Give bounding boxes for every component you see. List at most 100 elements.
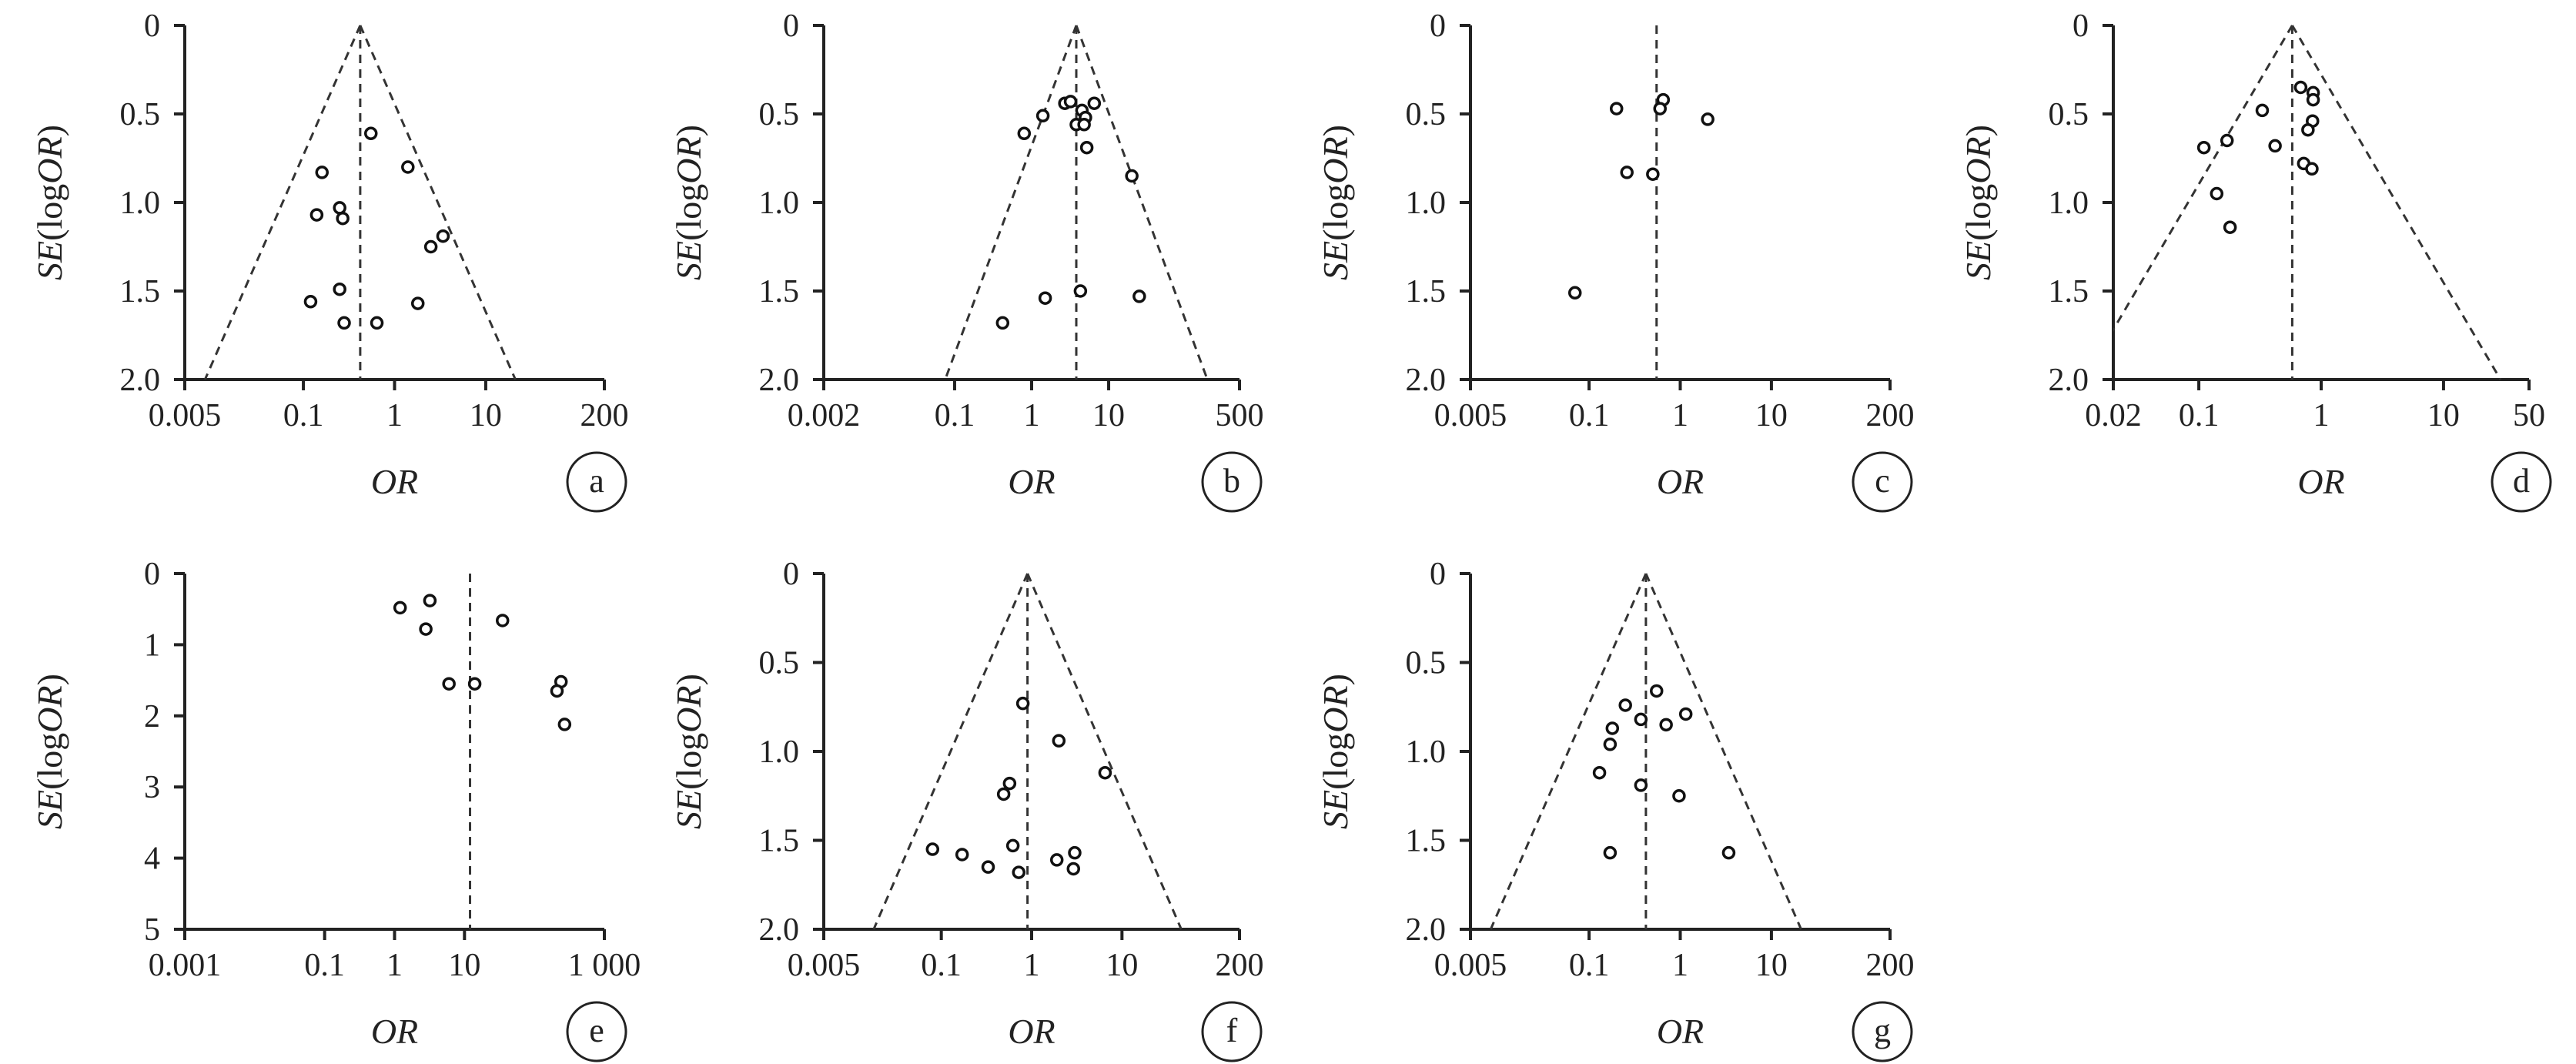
study-point — [333, 201, 346, 215]
study-point — [303, 295, 318, 309]
funnel-right-line — [1075, 25, 1209, 380]
study-point — [1087, 96, 1102, 110]
y-tick-label: 0 — [1430, 557, 1446, 592]
y-tick-label: 1.0 — [759, 186, 800, 221]
study-point — [1077, 118, 1091, 132]
funnel-plot-g: 0 0.5 1.0 1.5 2.00.005 0.1 1 10 200 SE(logOR) OR g — [1316, 557, 1915, 1062]
x-tick-label: 0.02 — [2085, 398, 2142, 433]
y-tick-label: 0.5 — [1406, 646, 1447, 681]
study-point — [925, 842, 940, 856]
x-tick-label: 0.001 — [149, 948, 222, 983]
funnel-left-line — [872, 573, 1029, 930]
study-point — [1132, 289, 1146, 303]
y-tick-label: 0.5 — [759, 97, 800, 132]
study-point — [1098, 765, 1112, 780]
panel-label-circle — [566, 451, 627, 513]
x-axis-label: OR — [1657, 462, 1704, 501]
x-tick-label: 0.1 — [1569, 398, 1610, 433]
x-tick-label: 200 — [1216, 948, 1264, 983]
x-axis-label: OR — [1657, 1012, 1704, 1051]
x-tick-label: 0.1 — [921, 948, 962, 983]
study-point — [1592, 765, 1607, 780]
funnel-left-line — [1489, 573, 1648, 930]
study-point — [1721, 845, 1736, 860]
panel-label: b — [1223, 462, 1240, 500]
study-point — [1063, 95, 1078, 109]
y-axis-label: SE(logOR) — [1316, 125, 1355, 280]
study-point — [423, 594, 437, 607]
funnel-right-line — [1644, 573, 1802, 930]
y-tick-label: 1.5 — [759, 824, 800, 859]
study-point — [996, 787, 1011, 801]
study-point — [315, 166, 329, 179]
study-point — [2305, 162, 2319, 176]
study-point — [1646, 167, 1660, 181]
x-tick-label: 0.005 — [149, 398, 222, 433]
study-point — [1634, 778, 1648, 792]
y-tick-label: 1.5 — [759, 274, 800, 309]
study-point — [393, 601, 407, 615]
y-tick-label: 1.5 — [120, 274, 161, 309]
x-tick-label: 10 — [1755, 398, 1788, 433]
study-point — [557, 718, 572, 731]
y-tick-label: 0.5 — [1406, 97, 1447, 132]
study-point — [1068, 845, 1082, 860]
y-tick-label: 1.0 — [1406, 186, 1447, 221]
x-tick-label: 500 — [1216, 398, 1264, 433]
study-point — [2210, 186, 2224, 201]
study-point — [1659, 718, 1673, 732]
y-axis-label: SE(logOR) — [1959, 125, 1998, 280]
study-point — [364, 126, 378, 141]
funnel-right-line — [2291, 25, 2502, 380]
x-axis-label: OR — [371, 1012, 418, 1051]
study-point — [2306, 92, 2320, 107]
x-tick-label: 10 — [448, 948, 480, 983]
study-point — [1653, 102, 1667, 115]
study-point — [2196, 140, 2211, 155]
funnel-plot-c: 0 0.5 1.0 1.5 2.00.005 0.1 1 10 200 SE(logOR) OR c — [1316, 8, 1915, 513]
study-point — [1620, 166, 1634, 179]
study-point — [410, 296, 425, 310]
x-tick-label: 10 — [1106, 948, 1138, 983]
y-tick-label: 0 — [783, 8, 799, 44]
study-point — [1079, 140, 1094, 155]
funnel-plot-b: 0 0.5 1.0 1.5 2.00.002 0.1 1 10 500 SE(logOR) OR b — [669, 8, 1264, 513]
study-point — [2220, 133, 2234, 148]
y-tick-label: 1.5 — [1406, 274, 1447, 309]
study-point — [1609, 102, 1624, 115]
x-tick-label: 0.005 — [788, 948, 861, 983]
x-tick-label: 1 — [2313, 398, 2330, 433]
panel-label-circle — [2491, 451, 2552, 513]
y-tick-label: 5 — [144, 912, 160, 948]
study-point — [309, 208, 324, 222]
x-tick-label: 0.005 — [1434, 948, 1507, 983]
y-tick-label: 1.0 — [1406, 734, 1447, 770]
x-tick-label: 200 — [1866, 948, 1915, 983]
study-point — [1012, 865, 1026, 879]
x-axis-label: OR — [1008, 1012, 1055, 1051]
y-axis-label: SE(logOR) — [30, 125, 69, 280]
study-point — [1015, 696, 1030, 711]
x-tick-label: 0.005 — [1434, 398, 1507, 433]
y-tick-label: 2.0 — [759, 363, 800, 398]
study-point — [1567, 286, 1582, 300]
x-tick-label: 200 — [1866, 398, 1915, 433]
panel-label: e — [589, 1012, 604, 1049]
x-tick-label: 0.1 — [1569, 948, 1610, 983]
funnel-plot-d: 0 0.5 1.0 1.5 2.00.02 0.1 1 10 50 SE(logOR) OR d — [1959, 8, 2552, 513]
funnel-plot-a: 0 0.5 1.0 1.5 2.00.005 0.1 1 10 200 SE(logOR) OR a — [30, 8, 629, 513]
x-tick-label: 1 — [386, 948, 403, 983]
study-point — [2268, 139, 2282, 153]
y-tick-label: 1.0 — [2049, 186, 2089, 221]
study-point — [370, 316, 384, 330]
study-point — [1603, 845, 1618, 860]
y-tick-label: 1.0 — [759, 734, 800, 770]
study-point — [333, 282, 346, 296]
y-tick-label: 2.0 — [759, 912, 800, 948]
y-tick-label: 0 — [783, 557, 799, 592]
study-point — [436, 229, 450, 243]
y-tick-label: 0.5 — [120, 97, 161, 132]
study-point — [1073, 284, 1088, 298]
x-tick-label: 1 — [1672, 948, 1688, 983]
